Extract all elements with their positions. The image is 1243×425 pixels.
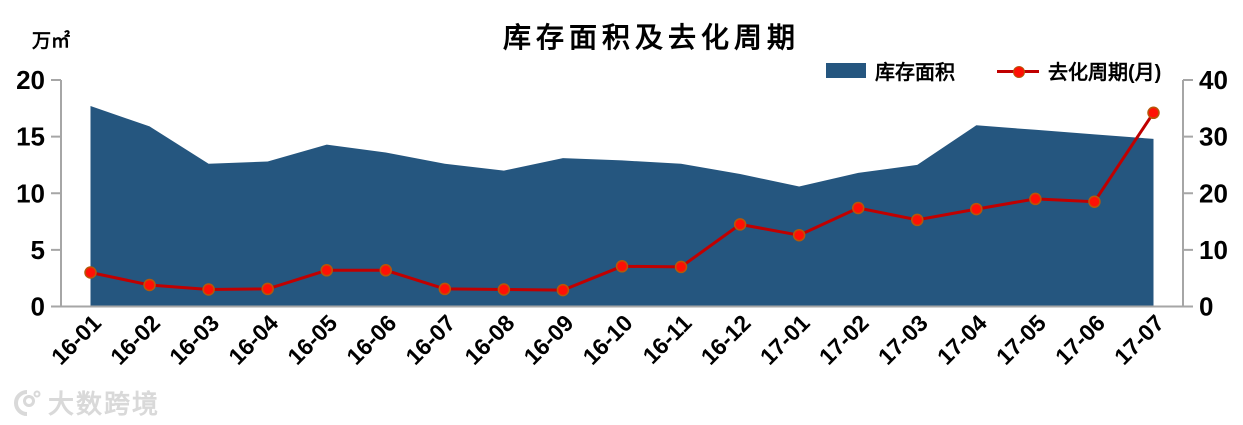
x-axis-category-label: 16-03 <box>164 310 224 370</box>
x-axis-category-label: 17-07 <box>1109 310 1169 370</box>
left-axis-tick-label: 10 <box>16 178 45 208</box>
right-axis-tick-label: 30 <box>1199 122 1228 152</box>
legend-label-line: 去化周期(月) <box>1048 62 1162 84</box>
legend-item-line: 去化周期(月) <box>997 56 1161 85</box>
left-axis-unit-label: 万㎡ <box>32 31 71 52</box>
line-series-marker <box>261 282 274 296</box>
area-series <box>90 106 1154 307</box>
line-series-marker <box>320 264 333 277</box>
left-axis-tick-label: 15 <box>16 122 45 152</box>
x-axis-category-label: 16-04 <box>223 310 283 370</box>
left-axis-tick-label: 20 <box>16 65 45 95</box>
chart-title: 库存面积及去化周期 <box>502 22 800 53</box>
line-series-marker <box>556 283 570 297</box>
area-series-swatch-icon <box>826 63 866 78</box>
x-axis-category-label: 17-05 <box>991 310 1051 370</box>
x-axis-category-label: 16-06 <box>341 310 401 370</box>
line-series-marker <box>379 264 393 277</box>
x-axis-category-label: 16-01 <box>46 310 106 370</box>
line-series-marker <box>202 283 215 296</box>
x-axis-category-label: 16-07 <box>400 310 460 370</box>
line-series-marker <box>733 218 747 231</box>
x-axis-category-label: 16-11 <box>638 310 697 369</box>
line-series-marker <box>143 278 156 292</box>
legend-label-area: 库存面积 <box>875 62 955 84</box>
x-axis-category-label: 17-06 <box>1050 310 1110 370</box>
x-axis-category-label: 16-09 <box>518 310 578 370</box>
legend: 库存面积 去化周期(月) <box>826 56 1161 85</box>
x-axis-category-label: 16-08 <box>459 310 519 370</box>
left-axis-tick-label: 0 <box>31 292 45 322</box>
legend-item-area: 库存面积 <box>826 56 955 85</box>
line-series-swatch-icon <box>997 65 1039 78</box>
left-axis-tick-label: 5 <box>31 235 45 265</box>
line-series-marker <box>970 202 983 216</box>
x-axis-category-label: 16-05 <box>282 310 342 370</box>
line-series-marker <box>84 266 97 279</box>
x-axis-category-label: 17-02 <box>814 310 874 370</box>
x-axis-category-label: 16-12 <box>696 310 756 370</box>
x-axis-category-label: 17-04 <box>932 310 992 370</box>
line-series-marker <box>851 201 865 215</box>
right-axis-tick-label: 10 <box>1199 235 1228 265</box>
line-series-marker <box>674 260 688 274</box>
x-axis-category-label: 17-03 <box>873 310 933 370</box>
right-axis-tick-label: 20 <box>1199 178 1228 208</box>
right-axis-tick-label: 0 <box>1199 292 1213 322</box>
x-axis-category-label: 16-02 <box>105 310 165 370</box>
x-axis-category-label: 16-10 <box>578 310 638 370</box>
line-series-marker <box>615 260 629 273</box>
line-series-marker <box>438 282 452 296</box>
line-series-marker <box>911 213 924 227</box>
line-series-marker <box>1147 106 1160 120</box>
x-axis-category-label: 17-01 <box>755 310 815 370</box>
line-series-marker <box>1029 192 1042 206</box>
right-axis-tick-label: 40 <box>1199 65 1228 95</box>
line-series-marker <box>1088 195 1101 208</box>
line-series-marker <box>497 283 511 296</box>
line-series-marker <box>792 228 806 242</box>
